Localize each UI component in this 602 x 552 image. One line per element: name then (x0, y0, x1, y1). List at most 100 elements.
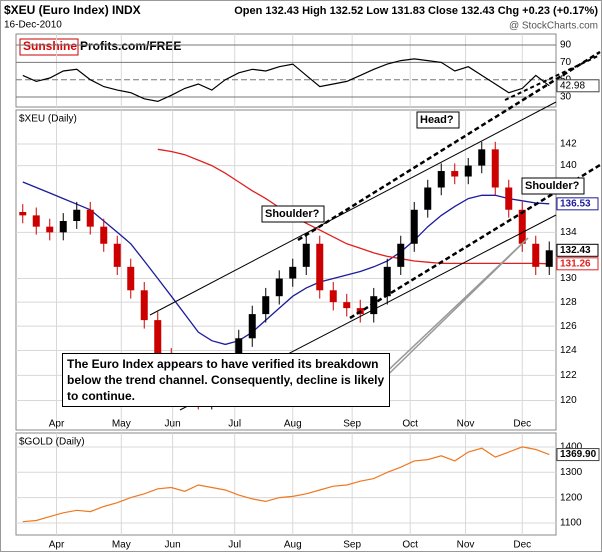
candle-body (73, 209, 81, 222)
candle-body (248, 314, 256, 339)
candle-body (140, 290, 148, 321)
x-tick-label: Aug (284, 419, 302, 430)
candle-body (100, 226, 108, 244)
candle-body (437, 171, 445, 188)
annotation-box (521, 177, 585, 195)
last-value-box (556, 79, 600, 93)
annotation-box (261, 205, 325, 223)
x-tick-label: Jun (165, 419, 181, 430)
header-quote: Open 132.43 High 132.52 Low 131.83 Close… (234, 5, 598, 17)
x-tick-label: Jun (165, 540, 181, 551)
last-value-label: 131.26 (560, 258, 591, 269)
x-tick-label: Oct (402, 419, 418, 430)
trend-line (504, 54, 601, 101)
y-tick-label: 1300 (560, 467, 583, 478)
y-tick-label: 120 (560, 395, 577, 406)
y-tick-label: 90 (560, 40, 572, 51)
annotation: Shoulder? (525, 180, 580, 192)
logo-box (19, 38, 79, 56)
y-tick-label: 122 (560, 370, 577, 381)
last-value-box (556, 257, 599, 271)
panel (15, 432, 557, 536)
last-value-box (556, 448, 600, 462)
header-title: $XEU (Euro Index) INDX (4, 3, 141, 17)
candle-body (545, 250, 553, 267)
logo: Sunshine (23, 39, 77, 53)
last-value-box (556, 243, 599, 257)
x-tick-label: Jul (228, 540, 241, 551)
x-tick-label: Apr (49, 540, 65, 551)
candle-body (464, 165, 472, 177)
x-tick-label: May (112, 419, 131, 430)
candle-body (410, 209, 418, 244)
last-value-box (556, 197, 599, 211)
y-tick-label: 130 (560, 273, 577, 284)
candle-body (127, 266, 135, 291)
last-value-label: 132.43 (560, 245, 591, 256)
y-tick-label: 140 (560, 160, 577, 171)
candle-body (343, 302, 351, 309)
y-tick-label: 30 (560, 92, 572, 103)
x-tick-label: Jul (228, 419, 241, 430)
line (22, 58, 550, 103)
candle-body (46, 226, 54, 233)
annotation-note: The Euro Index appears to have verified … (62, 353, 390, 407)
x-tick-label: Aug (284, 540, 302, 551)
y-tick-label: 124 (560, 345, 577, 356)
candle-body (532, 243, 540, 267)
candle-body (491, 149, 499, 188)
x-tick-label: Dec (513, 419, 531, 430)
candle-body (59, 221, 67, 233)
candle-body (451, 171, 459, 177)
line (22, 181, 550, 346)
candle-body (289, 266, 297, 279)
y-tick-label: 1100 (560, 518, 582, 529)
y-tick-label: 134 (560, 227, 577, 238)
candle-body (397, 243, 405, 267)
x-tick-label: Apr (49, 419, 65, 430)
y-tick-label: 128 (560, 297, 577, 308)
logo: Profits.com/FREE (80, 39, 181, 53)
candle-body (302, 243, 310, 267)
candle-body (370, 296, 378, 315)
candle-body (505, 187, 513, 210)
x-tick-label: Sep (343, 540, 361, 551)
panel-title: $XEU (Daily) (19, 114, 77, 125)
annotation-box (416, 111, 460, 129)
candle-body (19, 211, 27, 216)
x-tick-label: May (112, 540, 131, 551)
candle-body (424, 187, 432, 210)
line (22, 446, 550, 523)
x-tick-label: Dec (513, 540, 531, 551)
candle-body (86, 209, 94, 227)
line (157, 148, 550, 265)
last-value-label: 136.53 (560, 198, 591, 209)
x-tick-label: Nov (457, 419, 475, 430)
y-tick-label: 1200 (560, 492, 583, 503)
candle-body (316, 243, 324, 291)
candle-body (32, 215, 40, 227)
y-tick-label: 142 (560, 139, 577, 150)
candle-body (113, 243, 121, 267)
candle-body (275, 278, 283, 297)
panel (15, 33, 557, 108)
last-value-label: 1369.90 (560, 449, 597, 460)
x-tick-label: Nov (457, 540, 475, 551)
panel-title: $GOLD (Daily) (19, 437, 85, 448)
candle-body (383, 266, 391, 297)
x-tick-label: Sep (343, 419, 361, 430)
annotation: Head? (420, 114, 454, 126)
candle-body (262, 296, 270, 315)
y-tick-label: 126 (560, 321, 577, 332)
candle-body (518, 209, 526, 244)
annotation: Shoulder? (265, 208, 320, 220)
last-value-label: 42.98 (560, 80, 585, 91)
header-date: 16-Dec-2010 (4, 20, 62, 31)
trend-line (297, 50, 601, 242)
candle-body (329, 290, 337, 303)
panel (15, 109, 557, 431)
candle-body (478, 149, 486, 166)
trend-line (149, 101, 557, 316)
